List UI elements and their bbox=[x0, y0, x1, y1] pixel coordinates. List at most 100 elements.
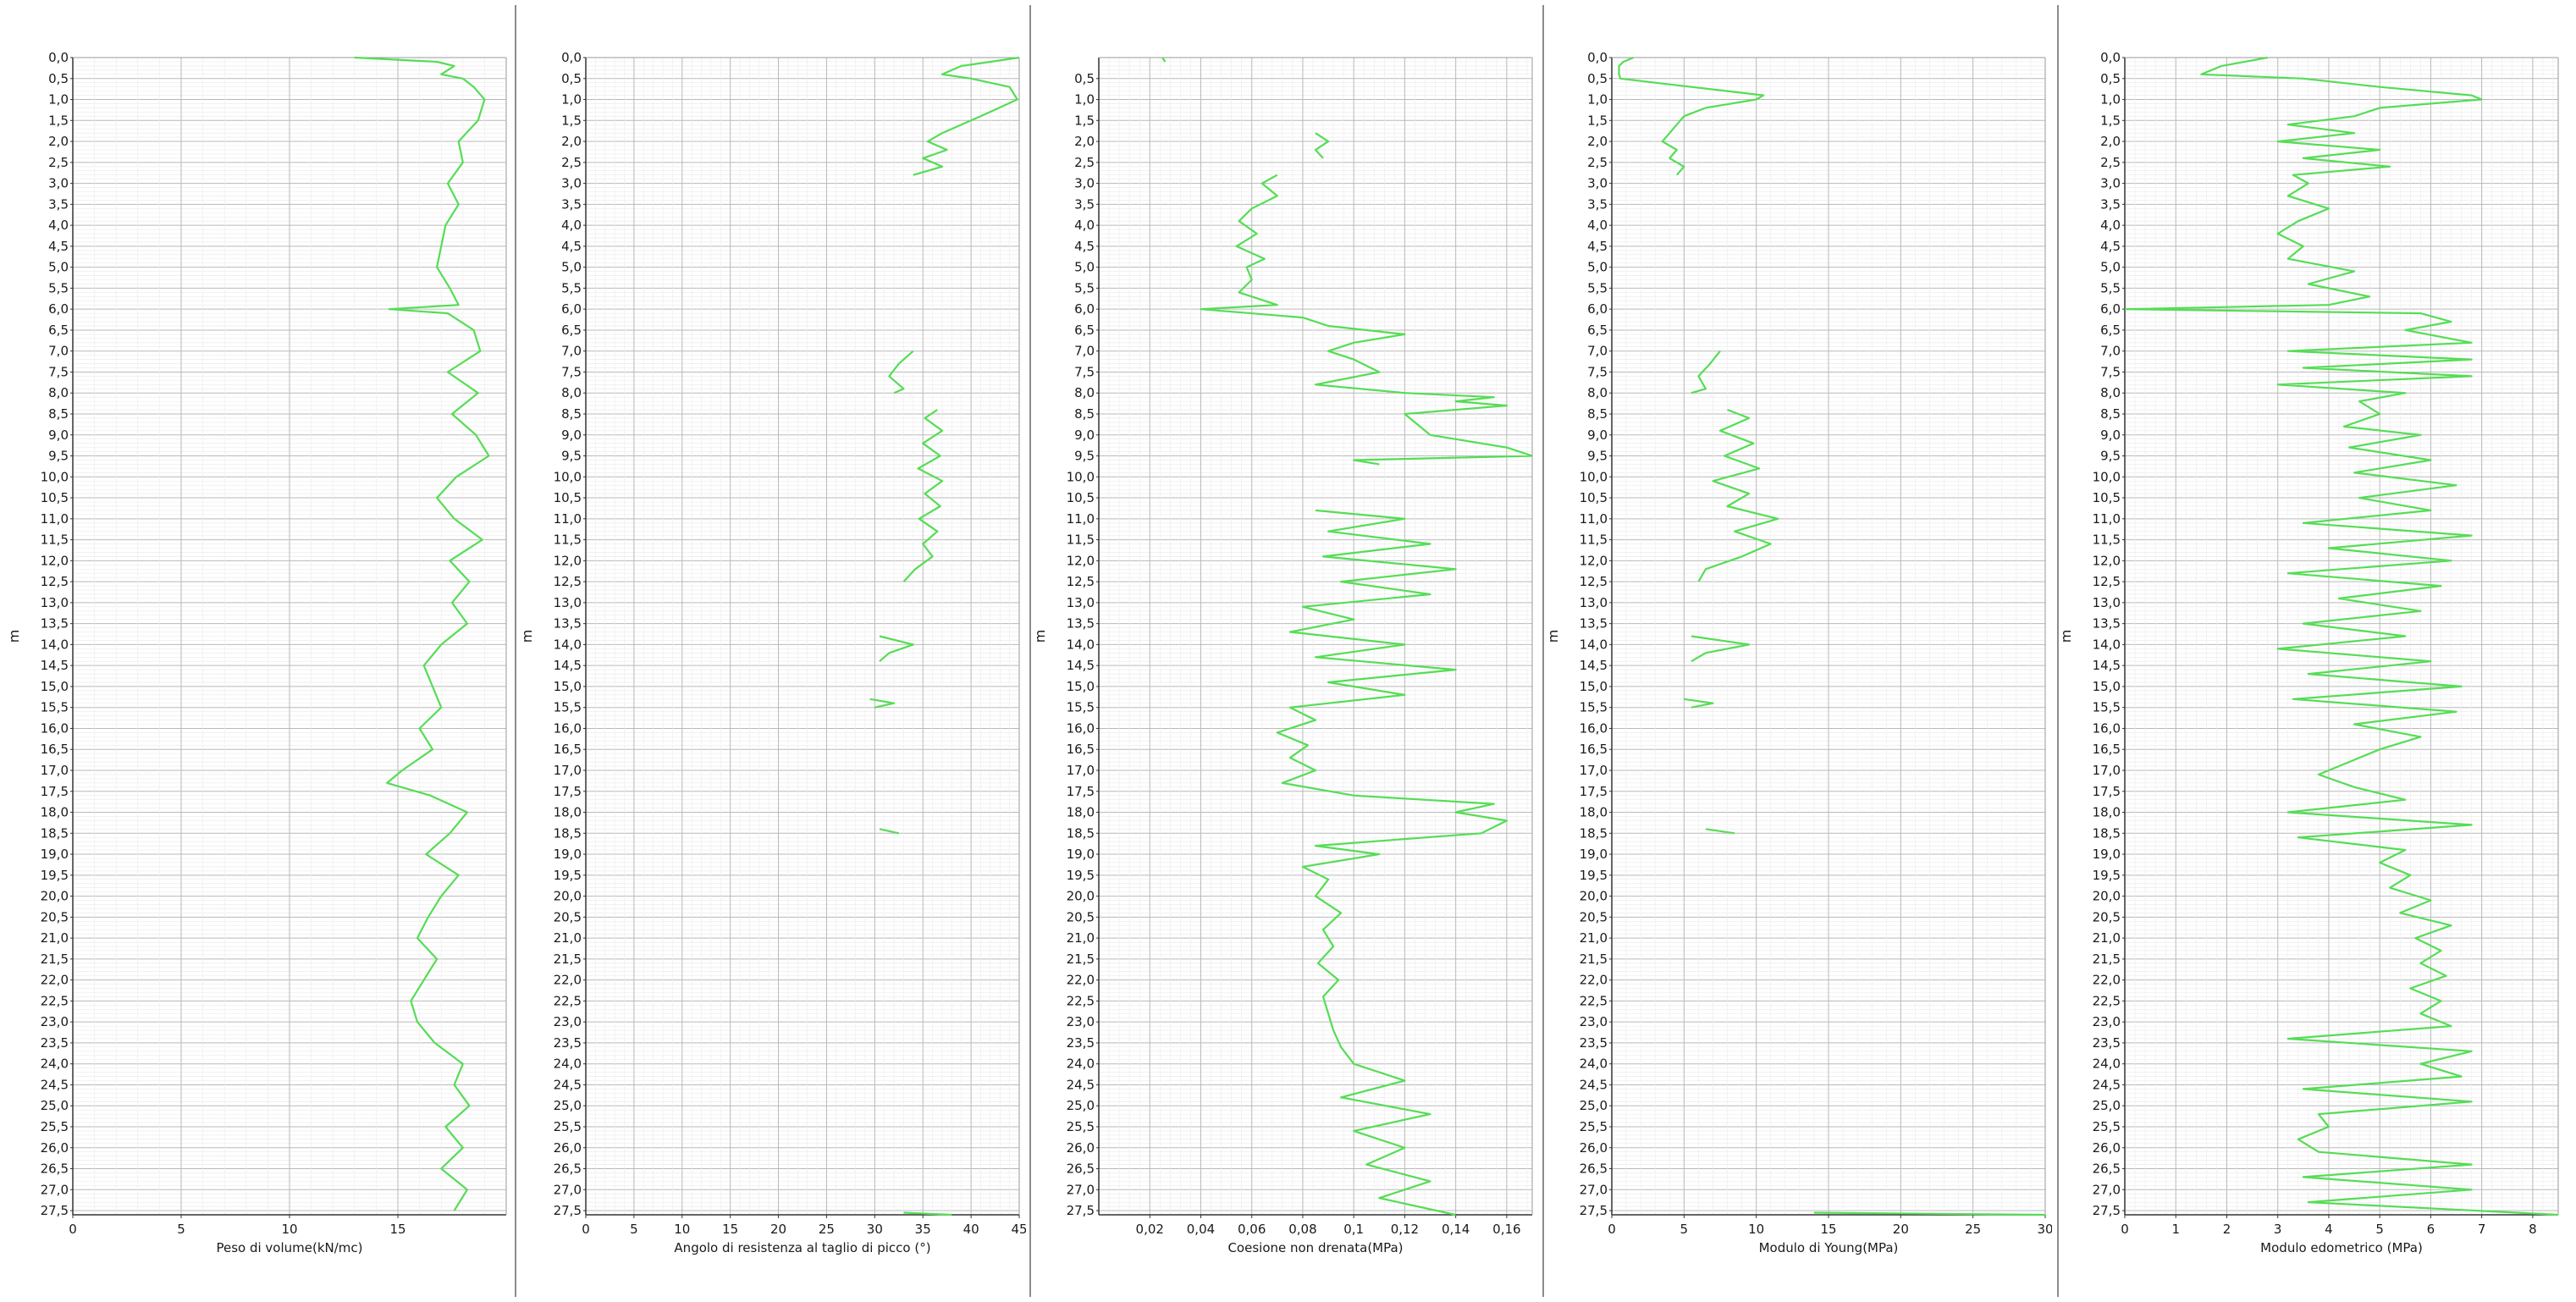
depth-tick-label: 5,5 bbox=[1074, 280, 1095, 295]
depth-tick-label: 6,5 bbox=[561, 323, 582, 338]
depth-tick-label: 2,5 bbox=[48, 155, 69, 170]
depth-tick-label: 15,0 bbox=[554, 679, 582, 694]
depth-tick-label: 7,0 bbox=[1587, 344, 1608, 359]
depth-tick-label: 12,0 bbox=[1067, 553, 1095, 568]
depth-tick-label: 4,0 bbox=[2100, 218, 2121, 233]
chart-panel-1: 0,0 0,5 1,0 1,5 2,0 2,5 3,0 3,5 4,0 4,5 5,0 5,5 6,0 6… bbox=[6, 50, 507, 1255]
depth-tick-label: 1,5 bbox=[561, 113, 582, 128]
panel-divider bbox=[515, 5, 516, 1297]
depth-tick-label: 7,5 bbox=[1074, 364, 1095, 379]
depth-tick-label: 14,0 bbox=[1580, 637, 1608, 652]
depth-tick-label: 1,0 bbox=[561, 92, 582, 108]
depth-tick-label: 22,0 bbox=[2093, 973, 2121, 988]
x-tick-label: 0,16 bbox=[1492, 1222, 1520, 1237]
depth-tick-label: 15,0 bbox=[1580, 679, 1608, 694]
depth-tick-label: 27,0 bbox=[1580, 1182, 1608, 1197]
x-tick-label: 0,08 bbox=[1288, 1222, 1316, 1237]
x-tick-label: 45 bbox=[1011, 1222, 1026, 1237]
depth-tick-label: 18,5 bbox=[2093, 825, 2121, 841]
depth-tick-label: 18,0 bbox=[554, 805, 582, 820]
depth-tick-label: 11,5 bbox=[1580, 532, 1608, 548]
depth-tick-label: 18,5 bbox=[41, 825, 69, 841]
depth-tick-label: 21,0 bbox=[554, 930, 582, 946]
depth-tick-label: 13,5 bbox=[1067, 616, 1095, 632]
depth-tick-label: 3,5 bbox=[48, 196, 69, 212]
depth-tick-label: 16,5 bbox=[41, 742, 69, 757]
depth-tick-label: 5,5 bbox=[48, 280, 69, 295]
depth-tick-label: 23,5 bbox=[1067, 1035, 1095, 1051]
depth-tick-label: 17,0 bbox=[41, 763, 69, 778]
depth-tick-label: 25,5 bbox=[1067, 1119, 1095, 1134]
depth-tick-label: 13,0 bbox=[41, 595, 69, 610]
depth-tick-label: 22,5 bbox=[554, 993, 582, 1008]
depth-tick-label: 5,5 bbox=[561, 280, 582, 295]
depth-tick-label: 11,5 bbox=[1067, 532, 1095, 548]
depth-tick-label: 7,0 bbox=[1074, 344, 1095, 359]
depth-tick-label: 7,5 bbox=[48, 364, 69, 379]
depth-tick-label: 21,5 bbox=[554, 952, 582, 967]
depth-tick-label: 10,0 bbox=[1580, 469, 1608, 484]
depth-tick-label: 8,0 bbox=[561, 385, 582, 400]
depth-tick-label: 19,0 bbox=[2093, 847, 2121, 862]
depth-tick-label: 16,5 bbox=[2093, 742, 2121, 757]
depth-tick-label: 8,5 bbox=[561, 406, 582, 422]
depth-tick-label: 23,0 bbox=[2093, 1014, 2121, 1029]
depth-tick-label: 10,0 bbox=[2093, 469, 2121, 484]
x-tick-label: 0 bbox=[69, 1222, 77, 1237]
depth-tick-label: 24,0 bbox=[41, 1056, 69, 1072]
depth-tick-label: 13,5 bbox=[1580, 616, 1608, 632]
depth-tick-label: 2,5 bbox=[1587, 155, 1608, 170]
depth-tick-label: 21,0 bbox=[1580, 930, 1608, 946]
chart-panel-5: 0,0 0,5 1,0 1,5 2,0 2,5 3,0 3,5 4,0 4,5 5,0 5,5 6,0 6… bbox=[2058, 50, 2559, 1255]
x-tick-labels: 0 5 10 15 20 25 30 bbox=[1608, 1215, 2052, 1237]
depth-tick-label: 15,0 bbox=[2093, 679, 2121, 694]
depth-tick-label: 2,5 bbox=[2100, 155, 2121, 170]
x-tick-label: 0,02 bbox=[1136, 1222, 1164, 1237]
depth-tick-label: 0,5 bbox=[2100, 71, 2121, 86]
depth-tick-label: 20,5 bbox=[2093, 909, 2121, 924]
depth-tick-label: 22,0 bbox=[1067, 973, 1095, 988]
depth-tick-label: 20,0 bbox=[41, 889, 69, 904]
depth-tick-label: 21,5 bbox=[2093, 952, 2121, 967]
x-tick-label: 5 bbox=[177, 1222, 185, 1237]
depth-tick-label: 24,0 bbox=[1580, 1056, 1608, 1072]
depth-tick-label: 7,5 bbox=[2100, 364, 2121, 379]
grid bbox=[1098, 57, 1532, 1216]
depth-tick-label: 9,5 bbox=[561, 449, 582, 464]
x-axis-label: Peso di volume(kN/mc) bbox=[216, 1240, 362, 1255]
y-axis-label: m bbox=[6, 630, 22, 643]
depth-tick-label: 3,0 bbox=[561, 176, 582, 191]
depth-tick-label: 3,5 bbox=[2100, 196, 2121, 212]
depth-tick-label: 16,0 bbox=[1067, 720, 1095, 736]
x-tick-labels: 0 1 2 3 4 5 6 7 8 bbox=[2121, 1215, 2537, 1237]
x-tick-label: 20 bbox=[770, 1222, 786, 1237]
depth-tick-label: 14,5 bbox=[2093, 658, 2121, 673]
depth-tick-label: 2,0 bbox=[561, 134, 582, 149]
depth-tick-label: 4,5 bbox=[48, 239, 69, 254]
depth-tick-label: 1,0 bbox=[48, 92, 69, 108]
x-tick-label: 0,12 bbox=[1391, 1222, 1419, 1237]
depth-tick-label: 17,0 bbox=[554, 763, 582, 778]
series-group bbox=[2125, 56, 2558, 1216]
chart-panel-3: 0,5 1,0 1,5 2,0 2,5 3,0 3,5 4,0 4,5 5,0 5,5 6,0 6,5 7… bbox=[1032, 57, 1533, 1255]
depth-tick-label: 11,5 bbox=[41, 532, 69, 548]
depth-tick-label: 6,0 bbox=[48, 301, 69, 317]
x-tick-label: 0 bbox=[582, 1222, 590, 1237]
depth-tick-label: 3,0 bbox=[1587, 176, 1608, 191]
depth-tick-label: 20,5 bbox=[1580, 909, 1608, 924]
depth-tick-label: 27,5 bbox=[554, 1203, 582, 1218]
depth-tick-label: 13,0 bbox=[1580, 595, 1608, 610]
series-line-5 bbox=[1684, 698, 1714, 709]
depth-tick-label: 15,5 bbox=[554, 700, 582, 715]
depth-tick-label: 1,5 bbox=[48, 113, 69, 128]
series-line-1 bbox=[1161, 57, 1167, 63]
x-tick-label: 6 bbox=[2427, 1222, 2435, 1237]
series-line-1 bbox=[1618, 56, 1765, 176]
depth-tick-label: 20,0 bbox=[1067, 889, 1095, 904]
depth-tick-label: 13,0 bbox=[554, 595, 582, 610]
depth-tick-label: 20,5 bbox=[41, 909, 69, 924]
depth-tick-label: 9,5 bbox=[1587, 449, 1608, 464]
depth-tick-label: 9,0 bbox=[1587, 428, 1608, 443]
depth-tick-labels: 0,5 1,0 1,5 2,0 2,5 3,0 3,5 4,0 4,5 5,0 5,5 6,0 6,5 7… bbox=[1067, 71, 1099, 1218]
x-axis-label: Coesione non drenata(MPa) bbox=[1227, 1240, 1403, 1255]
